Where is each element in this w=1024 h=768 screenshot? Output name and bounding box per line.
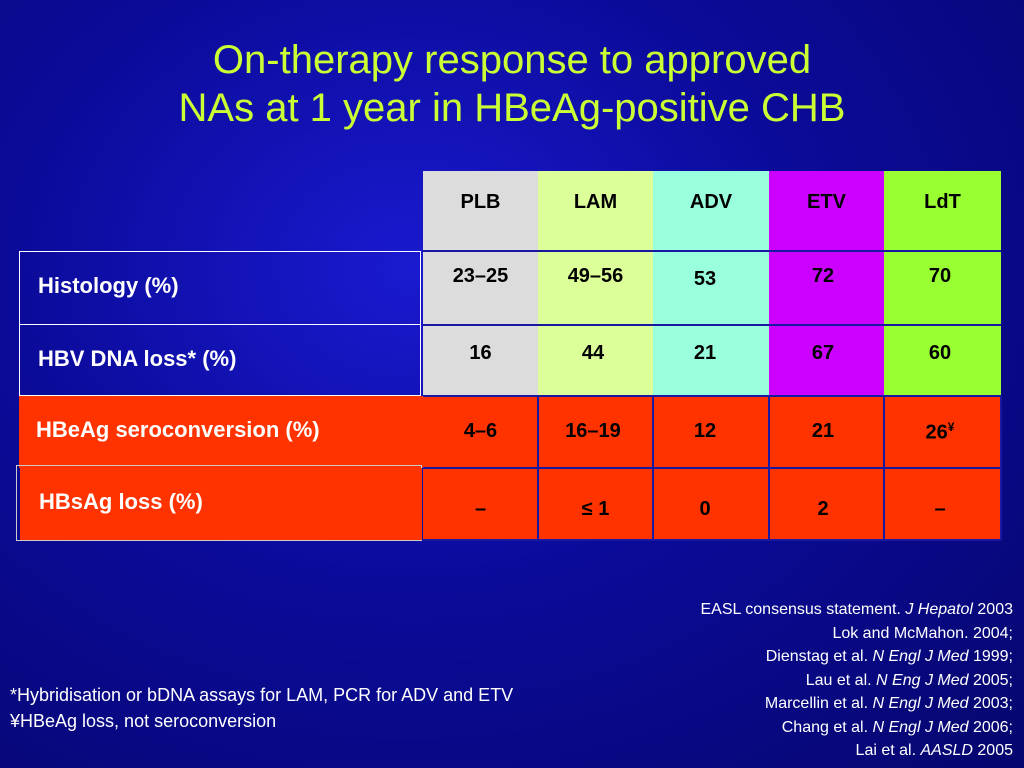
grid-line-col4	[883, 396, 885, 540]
column-header-ldt: LdT	[924, 191, 961, 213]
row-label-histology: Histology (%)	[19, 251, 421, 325]
row-label-hbsag-loss: HBsAg loss (%)	[20, 468, 422, 540]
column-header-adv: ADV	[689, 191, 733, 213]
cell-histology-lam: 49–56	[567, 265, 624, 287]
cell-histology-etv: 72	[811, 265, 835, 287]
row-label-hbeag-seroconversion: HBeAg seroconversion (%)	[19, 396, 423, 468]
column-bg-adv	[653, 171, 769, 396]
grid-line-row4	[423, 467, 1001, 469]
column-header-etv: ETV	[807, 191, 846, 213]
grid-line-row2	[423, 324, 1001, 326]
grid-line-col1	[537, 396, 539, 540]
cell-hbeag-etv: 21	[811, 420, 835, 442]
grid-line-bottom	[423, 539, 1001, 541]
grid-line-col2	[652, 396, 654, 540]
cell-hbeag-ldt: 26¥	[884, 420, 996, 445]
reference-item: Marcellin et al. N Engl J Med 2003;	[764, 695, 1013, 712]
grid-line-top	[423, 250, 1001, 252]
cell-hbv-dna-adv: 21	[693, 342, 717, 364]
slide-title: On-therapy response to approved NAs at 1…	[0, 36, 1024, 132]
column-header-lam: LAM	[573, 191, 618, 213]
grid-line-col3	[768, 396, 770, 540]
cell-hbeag-lam: 16–19	[565, 420, 621, 442]
title-line-2: NAs at 1 year in HBeAg-positive CHB	[178, 86, 846, 130]
reference-item: Lok and McMahon. 2004;	[832, 624, 1013, 642]
grid-line-right	[1000, 396, 1002, 540]
cell-hbsag-adv: 0	[699, 498, 711, 520]
column-bg-etv	[769, 171, 884, 396]
cell-histology-plb: 23–25	[452, 265, 509, 287]
cell-hbv-dna-etv: 67	[811, 342, 835, 364]
footnote-hbeag-loss: ¥HBeAg loss, not seroconversion	[10, 711, 277, 731]
footnote-assays: *Hybridisation or bDNA assays for LAM, P…	[10, 685, 514, 705]
ldt-superscript-mark: ¥	[947, 420, 955, 434]
title-line-1: On-therapy response to approved	[212, 38, 812, 82]
cell-hbeag-ldt-value: 26	[925, 421, 948, 444]
cell-histology-ldt: 70	[928, 265, 952, 287]
cell-hbv-dna-ldt: 60	[928, 342, 952, 364]
row-label-hbv-dna-loss: HBV DNA loss* (%)	[19, 325, 421, 396]
cell-hbsag-etv: 2	[817, 498, 829, 520]
grid-line-row3	[423, 395, 1001, 397]
references-list: EASL consensus statement. J Hepatol 2003…	[701, 598, 1014, 763]
column-bg-plb	[423, 171, 538, 396]
reference-item: Dienstag et al. N Engl J Med 1999;	[765, 648, 1013, 665]
reference-item: Lai et al. AASLD 2005	[855, 742, 1013, 759]
reference-item: Lau et al. N Eng J Med 2005;	[805, 671, 1013, 689]
cell-hbsag-lam: ≤ 1	[581, 498, 610, 520]
cell-hbsag-ldt: –	[934, 498, 946, 520]
cell-hbeag-adv: 12	[693, 420, 717, 442]
column-bg-ldt	[884, 171, 1001, 396]
cell-hbeag-plb: 4–6	[463, 420, 498, 442]
reference-item: EASL consensus statement. J Hepatol 2003	[700, 601, 1014, 618]
column-header-plb: PLB	[460, 191, 501, 213]
column-bg-lam	[538, 171, 653, 396]
cell-histology-adv: 53	[693, 268, 717, 290]
cell-hbv-dna-lam: 44	[581, 342, 605, 364]
reference-item: Chang et al. N Engl J Med 2006;	[781, 718, 1013, 736]
cell-hbv-dna-plb: 16	[469, 342, 492, 364]
cell-hbsag-plb: –	[474, 498, 487, 520]
